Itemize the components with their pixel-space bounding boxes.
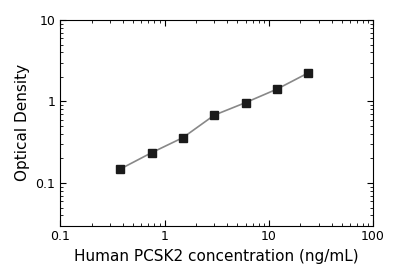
- Y-axis label: Optical Density: Optical Density: [15, 64, 30, 181]
- X-axis label: Human PCSK2 concentration (ng/mL): Human PCSK2 concentration (ng/mL): [74, 249, 359, 264]
